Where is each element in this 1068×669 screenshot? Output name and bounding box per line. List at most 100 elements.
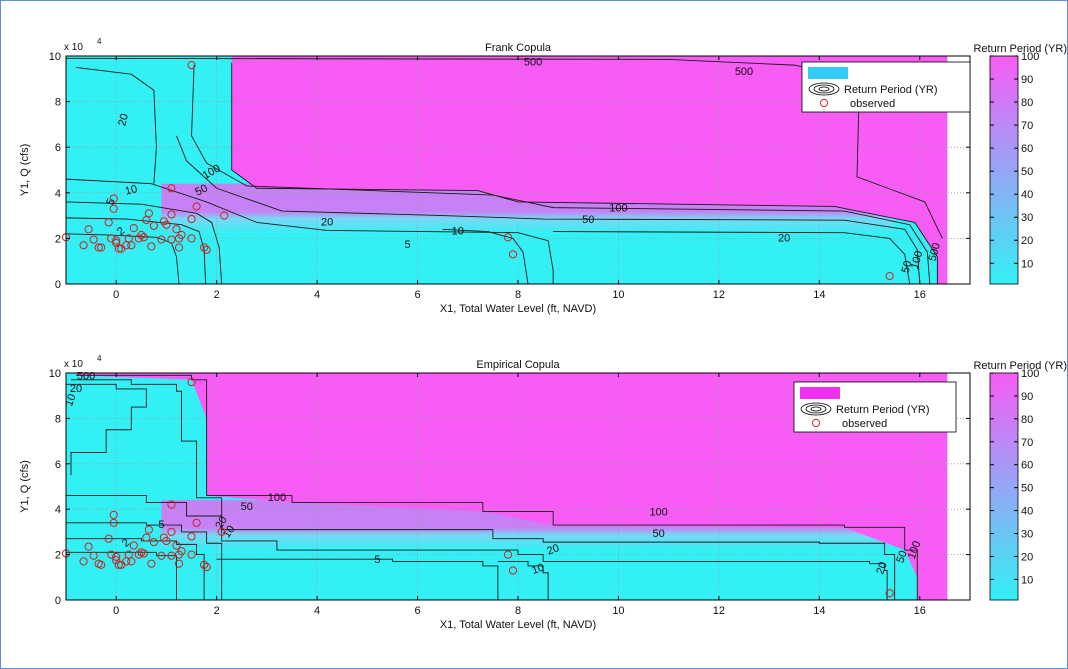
- observed-point: [127, 557, 136, 566]
- observed-point: [885, 589, 894, 598]
- colorbar-tick-label: 50: [1021, 166, 1033, 178]
- observed-point: [97, 560, 106, 569]
- y-multiplier: x 10: [64, 42, 83, 53]
- x-tick-label: 4: [314, 289, 320, 301]
- observed-point: [508, 566, 518, 575]
- observed-point: [109, 518, 118, 527]
- y-tick-label: 10: [49, 51, 61, 63]
- observed-point: [147, 559, 156, 568]
- y-tick-label: 2: [55, 550, 61, 562]
- x-tick-label: 14: [813, 605, 825, 617]
- colorbar-tick-label: 10: [1021, 258, 1033, 270]
- x-tick-label: 16: [914, 289, 926, 301]
- observed-point: [187, 532, 196, 541]
- colorbar-tick-label: 30: [1021, 529, 1033, 541]
- contour-line-5: [66, 538, 205, 600]
- observed-point: [187, 377, 196, 387]
- observed-point: [202, 562, 211, 572]
- observed-point: [114, 244, 123, 253]
- contour-label: 5: [404, 239, 410, 251]
- x-tick-label: 0: [113, 289, 119, 301]
- observed-point: [134, 550, 143, 559]
- contour-label: 20: [213, 514, 230, 531]
- observed-point: [107, 550, 116, 559]
- y-tick-label: 0: [55, 279, 61, 291]
- observed-point: [167, 210, 176, 219]
- contour-line-50: [176, 135, 921, 284]
- x-tick-label: 12: [713, 289, 725, 301]
- observed-point: [142, 533, 151, 542]
- y-tick-label: 8: [55, 97, 61, 109]
- colorbar-tick-label: 100: [1021, 368, 1039, 380]
- colorbar-tick-label: 20: [1021, 235, 1033, 247]
- contour-label: 100: [909, 250, 925, 271]
- observed-point: [508, 250, 518, 259]
- observed-point: [202, 245, 211, 254]
- observed-point: [187, 61, 196, 70]
- observed-point: [159, 217, 169, 226]
- x-tick-label: 2: [214, 289, 220, 301]
- contour-line-20: [66, 383, 147, 476]
- colorbar-tick-label: 40: [1021, 189, 1033, 201]
- colorbar-tick-label: 70: [1021, 437, 1033, 449]
- x-tick-label: 8: [515, 289, 521, 301]
- observed-point: [97, 243, 106, 252]
- contour-label: 10: [452, 225, 464, 237]
- field-high-region: [66, 56, 948, 284]
- y-tick-label: 0: [55, 595, 61, 607]
- contour-line-100: [191, 65, 931, 284]
- contour-legend-icon: [810, 406, 822, 412]
- observed-point: [109, 510, 118, 519]
- observed-point: [114, 560, 123, 569]
- contour-line-20: [66, 495, 888, 600]
- colorbar-tick-label: 60: [1021, 143, 1033, 155]
- contour-label: 10: [530, 562, 546, 577]
- contour-label: 500: [735, 66, 753, 78]
- legend: Return Period (YR) observed: [793, 381, 957, 433]
- y-tick-label: 6: [55, 459, 61, 471]
- chart-title: Frank Copula: [485, 42, 552, 54]
- contour-line-10: [66, 201, 223, 284]
- observed-point: [137, 230, 146, 240]
- observed-point: [89, 235, 98, 244]
- observed-point: [172, 225, 181, 234]
- observed-point: [159, 533, 169, 542]
- observed-point: [167, 500, 176, 509]
- colorbar-title: Return Period (YR): [973, 360, 1067, 372]
- observed-points: [61, 61, 894, 281]
- observed-point: [174, 559, 184, 568]
- contour-label: 20: [545, 542, 561, 557]
- x-axis-label: X1, Total Water Level (ft, NAVD): [440, 303, 596, 315]
- x-tick-label: 2: [214, 605, 220, 617]
- observed-point: [217, 527, 226, 537]
- contour-line-5: [66, 217, 207, 284]
- observed-point: [109, 204, 118, 213]
- observed-points: [61, 377, 894, 598]
- contour-label: 50: [900, 259, 915, 274]
- y-tick-label: 2: [55, 233, 61, 245]
- observed-point: [157, 235, 166, 244]
- colorbar-tick-label: 20: [1021, 551, 1033, 563]
- observed-point: [112, 238, 121, 248]
- observed-point: [112, 236, 121, 245]
- colorbar-tick-label: 80: [1021, 414, 1033, 426]
- observed-point: [94, 243, 103, 252]
- contour-label: 100: [268, 492, 286, 504]
- colorbar-title: Return Period (YR): [973, 43, 1067, 55]
- contour-label: 500: [927, 242, 943, 263]
- observed-point: [149, 221, 158, 230]
- legend: Return Period (YR) observed: [801, 61, 971, 113]
- colorbar-tick-label: 60: [1021, 460, 1033, 472]
- colorbar-tick-label: 10: [1021, 574, 1033, 586]
- contour-line-50: [71, 379, 896, 600]
- observed-point: [187, 550, 196, 559]
- contour-label: 50: [241, 501, 253, 513]
- contour-label: 10: [124, 183, 139, 198]
- contour-legend-icon: [813, 84, 835, 94]
- observed-point: [139, 233, 148, 242]
- contour-label: 20: [321, 216, 333, 228]
- contour-label: 5: [104, 197, 117, 207]
- colorbar-gradient: [989, 372, 1019, 601]
- observed-point: [187, 214, 196, 224]
